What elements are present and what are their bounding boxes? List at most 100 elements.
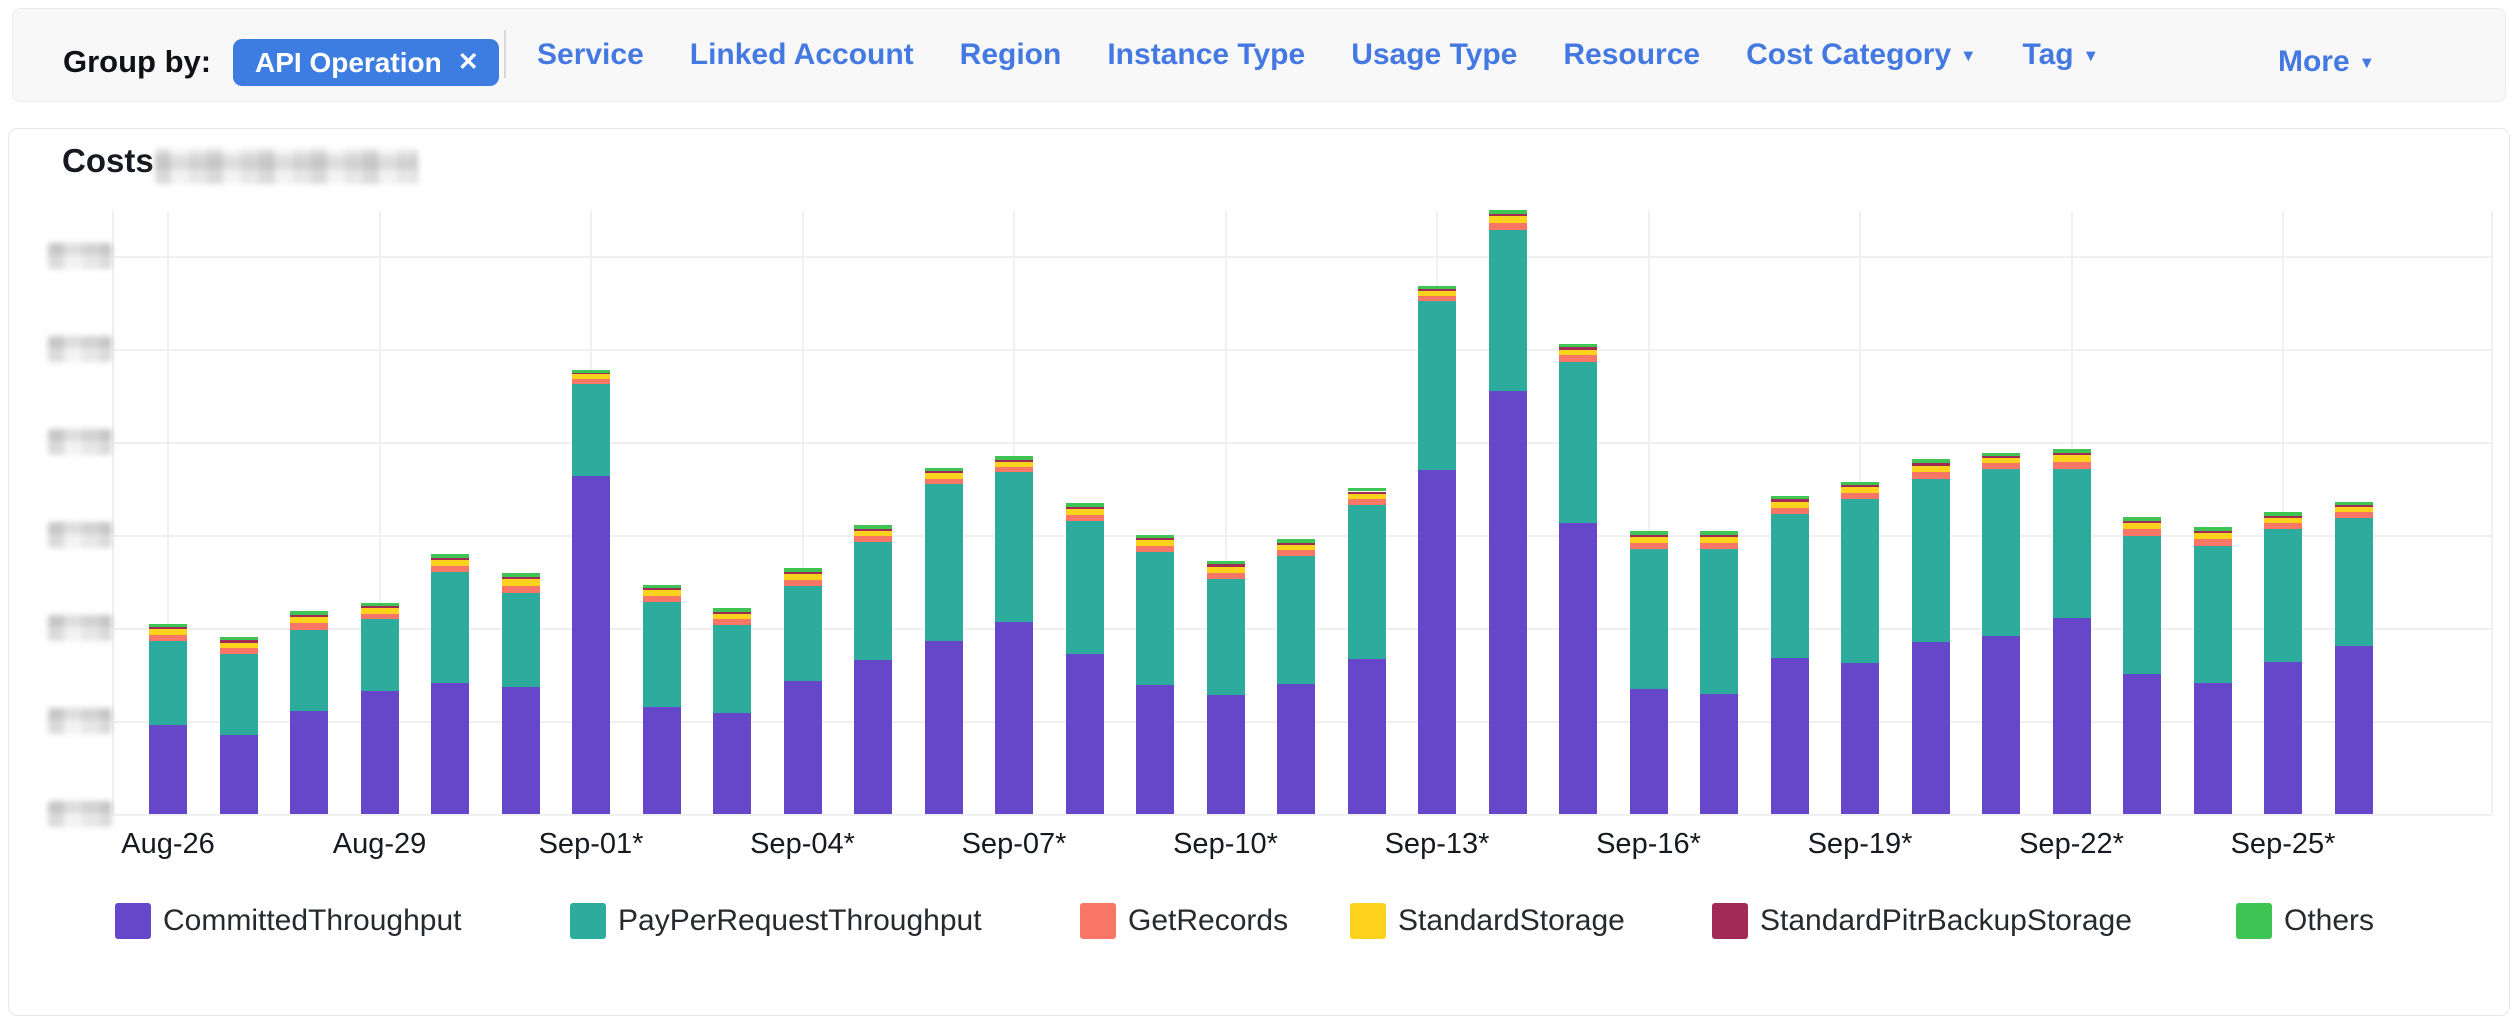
bar-segment-payperrequestthroughput[interactable] (1982, 468, 2020, 637)
bar-segment-standardstorage[interactable] (783, 573, 822, 580)
bar-segment-committedthroughput[interactable] (1488, 391, 1527, 814)
bar-segment-getrecords[interactable] (1136, 546, 1174, 553)
bar-segment-others[interactable] (1700, 530, 1738, 535)
bar-segment-committedthroughput[interactable] (2193, 682, 2232, 814)
bar-segment-getrecords[interactable] (149, 634, 187, 641)
bar-segment-getrecords[interactable] (2334, 512, 2373, 518)
bar-segment-others[interactable] (924, 467, 963, 471)
bar-segment-standardpitrbackupstorage[interactable] (1206, 564, 1245, 567)
bar-segment-committedthroughput[interactable] (1277, 683, 1315, 814)
bar-segment-others[interactable] (713, 608, 751, 612)
bar-segment-standardpitrbackupstorage[interactable] (1559, 347, 1597, 350)
bar-segment-others[interactable] (219, 637, 258, 641)
bar-segment-standardstorage[interactable] (642, 590, 681, 596)
bar-segment-standardstorage[interactable] (2193, 533, 2232, 540)
bar-segment-payperrequestthroughput[interactable] (501, 593, 540, 688)
bar-segment-others[interactable] (1982, 452, 2020, 456)
bar-segment-standardpitrbackupstorage[interactable] (1982, 455, 2020, 458)
bar-segment-committedthroughput[interactable] (572, 476, 610, 814)
bar-segment-others[interactable] (1559, 343, 1597, 348)
bar-segment-getrecords[interactable] (360, 613, 399, 620)
bar-segment-standardpitrbackupstorage[interactable] (149, 627, 187, 630)
bar-segment-getrecords[interactable] (1488, 223, 1527, 231)
bar-segment-payperrequestthroughput[interactable] (1136, 552, 1174, 685)
bar-segment-standardstorage[interactable] (572, 374, 610, 379)
bar-segment-getrecords[interactable] (854, 536, 892, 543)
bar-segment-others[interactable] (995, 456, 1033, 460)
bar-segment-others[interactable] (1136, 534, 1174, 539)
bar-segment-payperrequestthroughput[interactable] (1700, 548, 1738, 694)
bar-segment-standardpitrbackupstorage[interactable] (501, 576, 540, 580)
bar-segment-committedthroughput[interactable] (149, 724, 187, 814)
bar-segment-standardpitrbackupstorage[interactable] (924, 471, 963, 474)
bar-segment-others[interactable] (2193, 527, 2232, 531)
bar-segment-standardstorage[interactable] (1559, 349, 1597, 356)
bar-segment-committedthroughput[interactable] (713, 712, 751, 814)
bar-segment-payperrequestthroughput[interactable] (1418, 301, 1456, 470)
bar-segment-others[interactable] (290, 611, 328, 615)
bar-segment-others[interactable] (501, 572, 540, 577)
bar-segment-standardpitrbackupstorage[interactable] (1488, 213, 1527, 217)
bar-segment-payperrequestthroughput[interactable] (924, 484, 963, 641)
bar-segment-standardstorage[interactable] (2264, 517, 2302, 524)
bar-segment-others[interactable] (360, 602, 399, 606)
bar-segment-others[interactable] (2052, 449, 2091, 454)
bar-segment-standardstorage[interactable] (1488, 216, 1527, 224)
bar-segment-getrecords[interactable] (431, 565, 469, 572)
bar-segment-committedthroughput[interactable] (2052, 617, 2091, 814)
bar-segment-standardstorage[interactable] (854, 530, 892, 537)
bar-segment-committedthroughput[interactable] (2123, 674, 2161, 814)
bar-segment-getrecords[interactable] (2193, 539, 2232, 546)
bar-segment-getrecords[interactable] (2123, 529, 2161, 536)
bar-segment-standardpitrbackupstorage[interactable] (1347, 491, 1386, 494)
bar-segment-getrecords[interactable] (1347, 499, 1386, 505)
bar-segment-getrecords[interactable] (642, 595, 681, 602)
legend-item-committedthroughput[interactable]: CommittedThroughput (115, 903, 461, 939)
bar-segment-standardstorage[interactable] (2123, 522, 2161, 530)
bar-segment-standardpitrbackupstorage[interactable] (1700, 534, 1738, 537)
bar-segment-standardpitrbackupstorage[interactable] (1136, 538, 1174, 541)
bar-segment-standardpitrbackupstorage[interactable] (1629, 534, 1668, 537)
bar-segment-others[interactable] (1770, 495, 1809, 500)
bar-segment-standardstorage[interactable] (1277, 544, 1315, 551)
bar-segment-payperrequestthroughput[interactable] (1770, 514, 1809, 658)
bar-segment-standardstorage[interactable] (1136, 540, 1174, 547)
bar-segment-standardpitrbackupstorage[interactable] (854, 528, 892, 531)
group-by-dropdown-cost-category[interactable]: Cost Category ▼ (1746, 38, 1977, 71)
bar-segment-committedthroughput[interactable] (642, 706, 681, 814)
bar-segment-others[interactable] (1911, 459, 1950, 464)
bar-segment-payperrequestthroughput[interactable] (854, 542, 892, 661)
bar-segment-payperrequestthroughput[interactable] (783, 585, 822, 681)
bar-segment-getrecords[interactable] (1911, 472, 1950, 479)
bar-segment-getrecords[interactable] (290, 623, 328, 630)
bar-segment-payperrequestthroughput[interactable] (1065, 520, 1104, 654)
bar-segment-standardstorage[interactable] (2052, 455, 2091, 462)
group-by-link-instance-type[interactable]: Instance Type (1107, 38, 1306, 71)
bar-segment-standardpitrbackupstorage[interactable] (1418, 289, 1456, 291)
bar-segment-committedthroughput[interactable] (360, 691, 399, 814)
bar-segment-getrecords[interactable] (219, 648, 258, 654)
bar-segment-others[interactable] (2334, 502, 2373, 506)
bar-segment-payperrequestthroughput[interactable] (290, 629, 328, 711)
bar-segment-standardstorage[interactable] (1770, 501, 1809, 508)
bar-segment-payperrequestthroughput[interactable] (1629, 548, 1668, 690)
bar-segment-others[interactable] (642, 584, 681, 589)
bar-segment-committedthroughput[interactable] (854, 660, 892, 814)
bar-segment-getrecords[interactable] (1841, 493, 1879, 500)
group-by-link-service[interactable]: Service (537, 38, 644, 71)
bar-segment-committedthroughput[interactable] (1841, 663, 1879, 814)
bar-segment-committedthroughput[interactable] (1770, 657, 1809, 814)
bar-segment-getrecords[interactable] (501, 586, 540, 594)
bar-segment-payperrequestthroughput[interactable] (1559, 361, 1597, 523)
bar-segment-payperrequestthroughput[interactable] (360, 619, 399, 692)
bar-segment-standardstorage[interactable] (1206, 566, 1245, 573)
bar-segment-standardpitrbackupstorage[interactable] (1277, 542, 1315, 545)
bar-segment-payperrequestthroughput[interactable] (1206, 579, 1245, 695)
bar-segment-getrecords[interactable] (572, 378, 610, 384)
bar-segment-standardpitrbackupstorage[interactable] (642, 588, 681, 591)
chip-remove-icon[interactable]: ✕ (457, 48, 479, 76)
bar-segment-standardstorage[interactable] (1841, 487, 1879, 494)
bar-segment-getrecords[interactable] (2264, 523, 2302, 530)
bar-segment-standardstorage[interactable] (431, 559, 469, 566)
legend-item-standardstorage[interactable]: StandardStorage (1350, 903, 1625, 939)
